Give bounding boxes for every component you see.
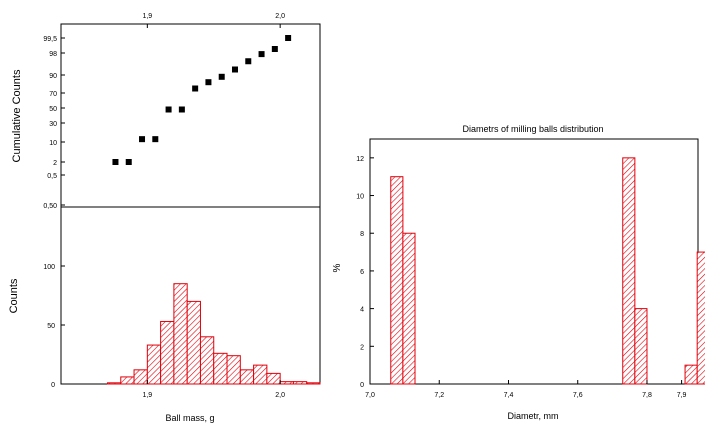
cumulative-y-tick-label: 90 — [49, 73, 57, 80]
histogram-bar — [186, 300, 201, 385]
cumulative-point — [139, 136, 146, 143]
cumulative-plot-frame — [60, 23, 321, 208]
diameter-ticks: 0 2 4 6 8 10 12 7,0 7,2 7,4 7,6 7,8 7,9 — [356, 156, 686, 399]
diameter-panel: Diametrs of milling balls distribution 0… — [332, 124, 705, 421]
histogram-bar — [199, 336, 215, 385]
histogram-x-label: Ball mass, g — [165, 413, 214, 423]
diameter-y-tick-label: 8 — [360, 231, 364, 238]
histogram-bar — [160, 320, 175, 385]
histogram-x-tick-label: 2,0 — [275, 392, 285, 399]
diameter-y-tick-label: 12 — [356, 156, 364, 163]
diameter-x-tick-label: 7,0 — [365, 392, 375, 399]
histogram-bar — [292, 381, 308, 385]
diameter-bars — [390, 157, 705, 385]
cumulative-point — [192, 85, 199, 92]
histogram-bar — [266, 372, 281, 385]
cumulative-y-tick-label: 50 — [49, 106, 57, 113]
cumulative-point — [205, 79, 212, 86]
diameter-y-tick-label: 2 — [360, 344, 364, 351]
cumulative-y-tick-label: 70 — [49, 91, 57, 98]
histogram-bar — [239, 369, 255, 385]
histogram-bar — [120, 376, 135, 385]
cumulative-point — [165, 106, 172, 113]
cumulative-point — [178, 106, 185, 113]
histogram-panel: 0 50 100 1,9 2,0 Ball mass, g Counts — [8, 206, 321, 423]
cumulative-point — [231, 66, 238, 73]
diameter-x-label: Diametr, mm — [507, 411, 558, 421]
diameter-x-tick-label: 7,4 — [504, 392, 514, 399]
histogram-bar — [306, 382, 321, 385]
cumulative-points — [112, 35, 292, 165]
diameter-y-label: % — [332, 263, 343, 272]
histogram-y-tick-label: 100 — [43, 264, 55, 271]
diameter-bar — [696, 251, 705, 385]
cumulative-y-tick-label: 10 — [49, 140, 57, 147]
cumulative-point — [258, 51, 265, 58]
histogram-ticks: 0 50 100 1,9 2,0 — [43, 264, 285, 399]
histogram-bar — [253, 364, 268, 385]
histogram-y-tick-label: 0 — [51, 382, 55, 389]
cumulative-y-tick-label: 99,5 — [43, 36, 57, 43]
diameter-x-tick-label: 7,9 — [677, 392, 687, 399]
diameter-y-tick-label: 6 — [360, 269, 364, 276]
cumulative-point — [152, 136, 159, 143]
cumulative-point — [112, 159, 119, 165]
histogram-x-tick-label: 1,9 — [142, 392, 152, 399]
cumulative-point — [271, 46, 278, 52]
diameter-x-tick-label: 7,6 — [573, 392, 583, 399]
histogram-bars — [106, 283, 321, 385]
histogram-bar — [133, 369, 148, 385]
histogram-bar — [146, 344, 162, 385]
cumulative-y-tick-label: 98 — [49, 51, 57, 58]
diameter-bar — [402, 232, 416, 385]
cumulative-top-tick-label: 2,0 — [275, 13, 285, 20]
diameter-plot-frame — [369, 138, 699, 385]
diameter-x-tick-label: 7,2 — [434, 392, 444, 399]
diameter-y-tick-label: 4 — [360, 307, 364, 314]
diameter-bar — [390, 176, 404, 385]
cumulative-y-label: Cumulative Counts — [11, 69, 23, 162]
histogram-bar — [106, 382, 122, 385]
histogram-bar — [173, 283, 188, 385]
histogram-y-label: Counts — [8, 278, 20, 313]
cumulative-top-tick-label: 1,9 — [142, 13, 152, 20]
cumulative-y-tick-label: 0,50 — [43, 203, 57, 210]
cumulative-panel: 1,9 2,0 99,5 98 90 70 50 30 10 2 0,5 0,50 Cumulati… — [11, 13, 321, 210]
histogram-y-tick-label: 50 — [47, 323, 55, 330]
diameter-y-tick-label: 10 — [356, 194, 364, 201]
diameter-bar — [622, 157, 636, 385]
diameter-bar — [684, 364, 698, 385]
cumulative-y-ticks: 99,5 98 90 70 50 30 10 2 0,5 0,50 — [43, 36, 65, 210]
cumulative-point — [285, 35, 292, 41]
cumulative-y-tick-label: 2 — [53, 160, 57, 167]
diameter-bar — [634, 308, 648, 385]
diameter-x-tick-label: 7,8 — [642, 392, 652, 399]
cumulative-top-ticks: 1,9 2,0 — [142, 13, 285, 28]
histogram-bar — [226, 355, 241, 385]
cumulative-y-tick-label: 30 — [49, 121, 57, 128]
histogram-bar — [213, 352, 228, 385]
histogram-bar — [279, 381, 294, 385]
cumulative-point — [218, 73, 225, 80]
cumulative-point — [125, 159, 132, 165]
cumulative-y-tick-label: 0,5 — [47, 173, 57, 180]
diameter-title: Diametrs of milling balls distribution — [462, 124, 603, 134]
cumulative-point — [245, 58, 252, 65]
diameter-y-tick-label: 0 — [360, 382, 364, 389]
